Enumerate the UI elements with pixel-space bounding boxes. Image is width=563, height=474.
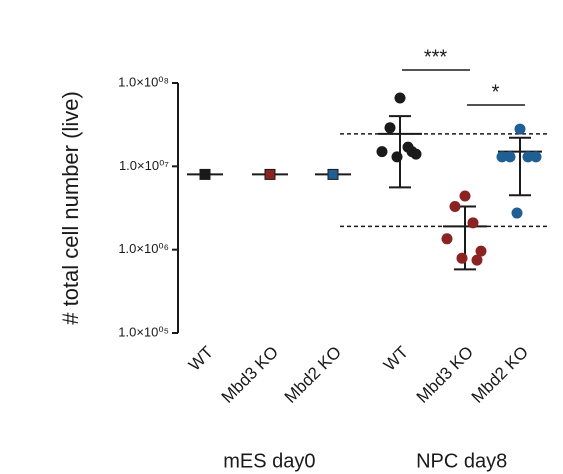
data-point: [391, 151, 403, 163]
data-point: [504, 151, 516, 163]
data-point: [384, 122, 396, 134]
data-point: [199, 168, 211, 180]
data-point: [376, 146, 388, 158]
data-point: [327, 168, 339, 180]
group-label: NPC day8: [416, 450, 507, 472]
y-tick-label: 1.0×10⁰⁵: [118, 324, 169, 339]
x-tick-label: Mbd2 KO: [281, 343, 345, 407]
group-label: mES day0: [223, 450, 315, 472]
data-point: [264, 168, 276, 180]
x-tick-label: WT: [185, 343, 217, 375]
data-point: [530, 151, 542, 163]
data-point: [522, 151, 534, 163]
data-point: [459, 190, 471, 202]
data-point: [449, 200, 461, 212]
data-point: [471, 254, 483, 266]
data-point: [514, 123, 526, 135]
x-tick-label: Mbd3 KO: [413, 343, 477, 407]
data-point: [511, 207, 523, 219]
y-tick-label: 1.0×10⁰⁷: [119, 158, 169, 173]
data-point: [456, 252, 468, 264]
x-tick-label: Mbd2 KO: [468, 343, 532, 407]
x-tick-label: Mbd3 KO: [218, 343, 282, 407]
data-point: [467, 217, 479, 229]
x-tick-label: WT: [380, 343, 412, 375]
data-point: [394, 92, 406, 104]
significance-label: ***: [424, 46, 448, 68]
data-point: [441, 233, 453, 245]
y-axis-label: # total cell number (live): [58, 91, 83, 325]
y-tick-label: 1.0×10⁰⁶: [118, 241, 169, 256]
data-point: [406, 146, 418, 158]
data-point: [496, 151, 508, 163]
y-tick-label: 1.0×10⁰⁸: [118, 74, 169, 89]
data-point: [475, 245, 487, 257]
significance-label: *: [492, 81, 500, 103]
